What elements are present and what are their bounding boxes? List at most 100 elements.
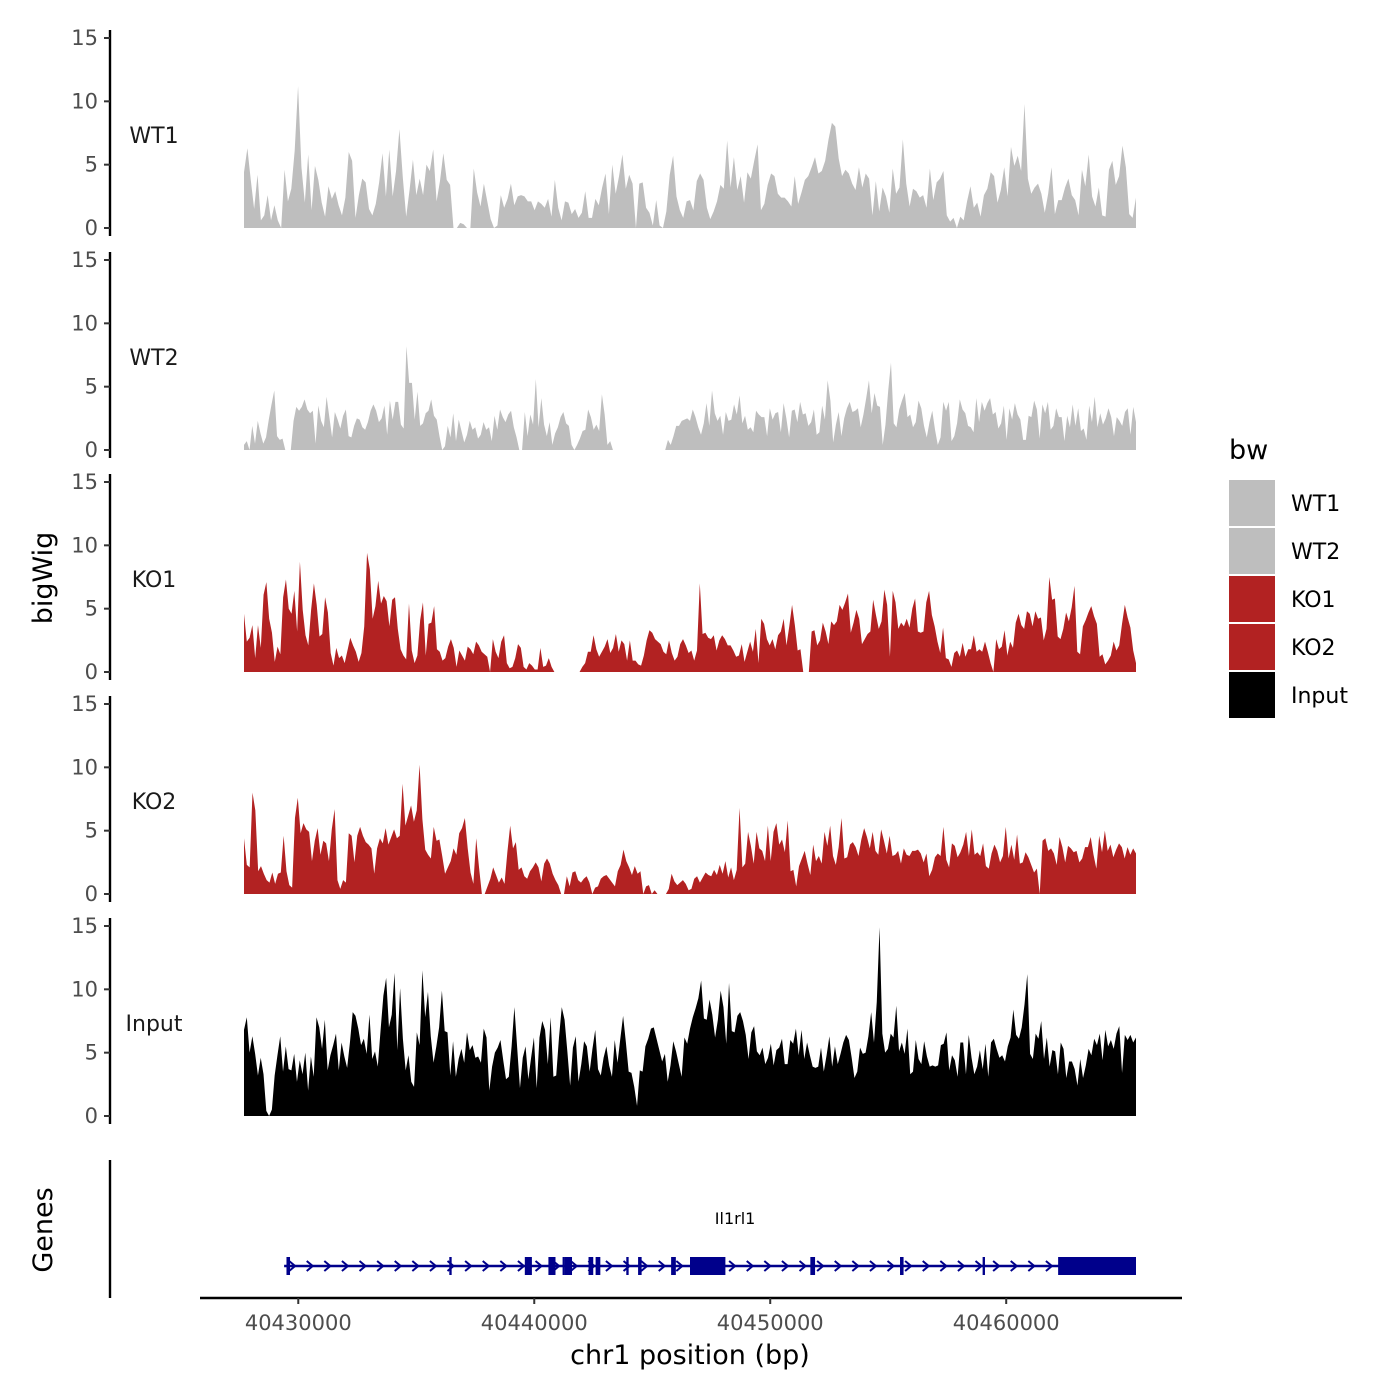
strand-arrow bbox=[1027, 1260, 1036, 1272]
strand-arrow bbox=[341, 1260, 350, 1272]
exon bbox=[626, 1257, 629, 1275]
strand-arrow bbox=[992, 1260, 1001, 1272]
strand-arrow bbox=[781, 1260, 790, 1272]
track-label: WT1 bbox=[129, 124, 178, 149]
legend-label: KO2 bbox=[1291, 636, 1336, 661]
strand-arrow bbox=[482, 1260, 491, 1272]
gene-name: Il1rl1 bbox=[715, 1209, 756, 1228]
legend-label: KO1 bbox=[1291, 588, 1336, 613]
strand-arrow bbox=[376, 1260, 385, 1272]
strand-arrow bbox=[570, 1260, 579, 1272]
y-tick-label: 0 bbox=[85, 216, 98, 240]
strand-arrow bbox=[464, 1260, 473, 1272]
exon bbox=[562, 1257, 565, 1275]
exon bbox=[449, 1257, 452, 1275]
strand-arrow bbox=[429, 1260, 438, 1272]
x-axis: chr1 position (bp) 40430000 40440000 40450… bbox=[200, 1296, 1182, 1371]
y-tick-label: 5 bbox=[85, 819, 98, 843]
strand-arrow bbox=[851, 1260, 860, 1272]
legend-entry-input: Input bbox=[1229, 672, 1348, 718]
legend-entry-wt1: WT1 bbox=[1229, 480, 1340, 526]
y-tick-label: 5 bbox=[85, 375, 98, 399]
track-wt2: 0 5 10 15 WT2 bbox=[71, 248, 1136, 462]
x-tick-label: 40450000 bbox=[717, 1311, 824, 1335]
strand-arrow bbox=[675, 1260, 684, 1272]
y-tick-label: 10 bbox=[71, 311, 98, 335]
genes-axis-title: Genes bbox=[28, 1187, 59, 1272]
x-tick-label: 40460000 bbox=[953, 1311, 1060, 1335]
area-input bbox=[244, 927, 1136, 1116]
area-ko1 bbox=[244, 552, 1136, 672]
strand-arrow bbox=[605, 1260, 614, 1272]
track-input: 0 5 10 15 Input bbox=[71, 914, 1136, 1128]
y-tick-label: 15 bbox=[71, 470, 98, 494]
area-wt2 bbox=[244, 346, 1136, 450]
area-ko2 bbox=[244, 764, 1136, 894]
y-tick-label: 5 bbox=[85, 153, 98, 177]
y-tick-label: 10 bbox=[71, 89, 98, 113]
strand-arrow bbox=[763, 1260, 772, 1272]
genes-panel: Genes Il1rl1 bbox=[28, 1160, 1136, 1298]
y-tick-label: 10 bbox=[71, 533, 98, 557]
strand-arrow bbox=[394, 1260, 403, 1272]
x-axis-title: chr1 position (bp) bbox=[570, 1340, 810, 1371]
exon bbox=[548, 1257, 556, 1275]
track-label: KO1 bbox=[132, 568, 177, 593]
x-tick-label: 40440000 bbox=[481, 1311, 588, 1335]
exon bbox=[690, 1257, 726, 1275]
y-tick-label: 5 bbox=[85, 597, 98, 621]
strand-arrow bbox=[728, 1260, 737, 1272]
legend-entry-ko1: KO1 bbox=[1229, 576, 1336, 622]
strand-arrow bbox=[411, 1260, 420, 1272]
strand-arrow bbox=[306, 1260, 315, 1272]
strand-arrow bbox=[886, 1260, 896, 1272]
strand-arrow bbox=[323, 1260, 332, 1272]
legend-swatch bbox=[1229, 576, 1275, 622]
legend-entry-wt2: WT2 bbox=[1229, 528, 1340, 574]
legend-swatch bbox=[1229, 480, 1275, 526]
track-ko1: 0 5 10 15 KO1 bbox=[71, 470, 1136, 684]
area-wt1 bbox=[244, 86, 1136, 228]
y-tick-label: 10 bbox=[71, 755, 98, 779]
track-label: KO2 bbox=[132, 790, 177, 815]
y-tick-label: 0 bbox=[85, 1104, 98, 1128]
strand-arrow bbox=[1010, 1260, 1019, 1272]
strand-arrow bbox=[517, 1260, 526, 1272]
legend-swatch bbox=[1229, 624, 1275, 670]
strand-arrow bbox=[746, 1260, 755, 1272]
y-tick-label: 15 bbox=[71, 248, 98, 272]
exon bbox=[1058, 1257, 1136, 1275]
strand-arrow bbox=[957, 1260, 966, 1272]
strand-arrow bbox=[622, 1260, 632, 1272]
legend-label: WT2 bbox=[1291, 540, 1340, 565]
strand-arrow bbox=[640, 1260, 649, 1272]
legend-swatch bbox=[1229, 672, 1275, 718]
legend: bw WT1 WT2 KO1 KO2 Input bbox=[1229, 435, 1348, 718]
strand-arrow bbox=[658, 1260, 667, 1272]
strand-arrow bbox=[939, 1260, 948, 1272]
exon bbox=[564, 1257, 573, 1275]
exon bbox=[900, 1257, 904, 1275]
exon bbox=[286, 1257, 291, 1275]
y-tick-label: 10 bbox=[71, 977, 98, 1001]
strand-arrow bbox=[358, 1260, 368, 1272]
y-tick-label: 5 bbox=[85, 1041, 98, 1065]
track-ko2: 0 5 10 15 KO2 bbox=[71, 692, 1136, 906]
y-tick-label: 15 bbox=[71, 26, 98, 50]
gene-il1rl1: Il1rl1 bbox=[284, 1209, 1136, 1275]
y-tick-label: 15 bbox=[71, 914, 98, 938]
legend-label: WT1 bbox=[1291, 492, 1340, 517]
track-label: Input bbox=[126, 1012, 183, 1037]
exon bbox=[810, 1257, 816, 1275]
signal-tracks: 0 5 10 15 WT1 0 5 10 15 WT2 0 5 10 15 KO1 0 5 10 15 KO2 0 5 10… bbox=[71, 26, 1136, 1128]
y-tick-label: 0 bbox=[85, 882, 98, 906]
y-tick-label: 0 bbox=[85, 660, 98, 684]
exon bbox=[595, 1257, 601, 1275]
y-tick-label: 0 bbox=[85, 438, 98, 462]
exon bbox=[588, 1257, 594, 1275]
strand-arrow bbox=[834, 1260, 843, 1272]
strand-arrow bbox=[499, 1260, 508, 1272]
legend-label: Input bbox=[1291, 684, 1348, 709]
strand-arrow bbox=[922, 1260, 931, 1272]
x-tick-label: 40430000 bbox=[245, 1311, 352, 1335]
